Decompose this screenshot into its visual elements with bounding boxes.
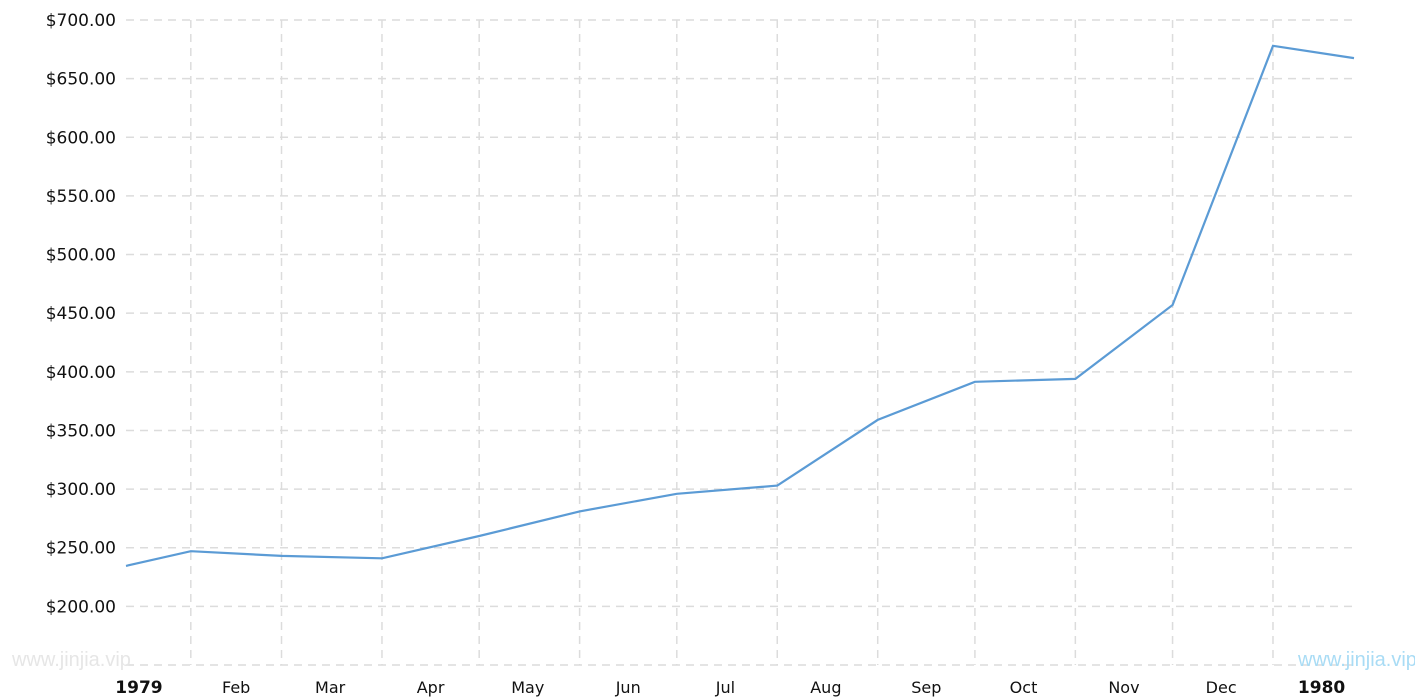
x-tick-label: Jun [615,678,641,697]
y-tick-label: $650.00 [46,70,116,90]
x-tick-label: May [511,678,544,697]
y-tick-label: $400.00 [46,363,116,383]
x-tick-label: Dec [1206,678,1237,697]
y-axis: $200.00 $250.00 $300.00 $350.00 $400.00 $450.… [46,11,116,617]
watermark-right: www.jinjia.vip [1298,649,1415,671]
x-tick-label: 1980 [1298,678,1345,698]
x-tick-label: Feb [222,678,250,697]
x-tick-label: 1979 [115,678,162,698]
y-tick-label: $450.00 [46,304,116,324]
y-tick-label: $200.00 [46,597,116,617]
y-tick-label: $350.00 [46,421,116,441]
x-tick-label: Nov [1108,678,1139,697]
watermark-left: www.jinjia.vip [12,649,131,671]
x-axis: 1979 Feb Mar Apr May Jun Jul Aug Sep Oct Nov Dec 198… [115,678,1345,698]
y-tick-label: $600.00 [46,128,116,148]
price-line [125,44,1355,567]
x-tick-label: Jul [715,678,735,697]
x-tick-label: Apr [417,678,445,697]
y-tick-label: $700.00 [46,11,116,31]
y-tick-label: $500.00 [46,246,116,266]
grid [126,19,1354,666]
x-tick-label: Aug [810,678,841,697]
y-tick-label: $300.00 [46,480,116,500]
series [125,44,1355,567]
y-tick-label: $550.00 [46,187,116,207]
x-tick-label: Oct [1010,678,1038,697]
y-tick-label: $250.00 [46,539,116,559]
x-tick-label: Sep [911,678,941,697]
x-tick-label: Mar [315,678,346,697]
